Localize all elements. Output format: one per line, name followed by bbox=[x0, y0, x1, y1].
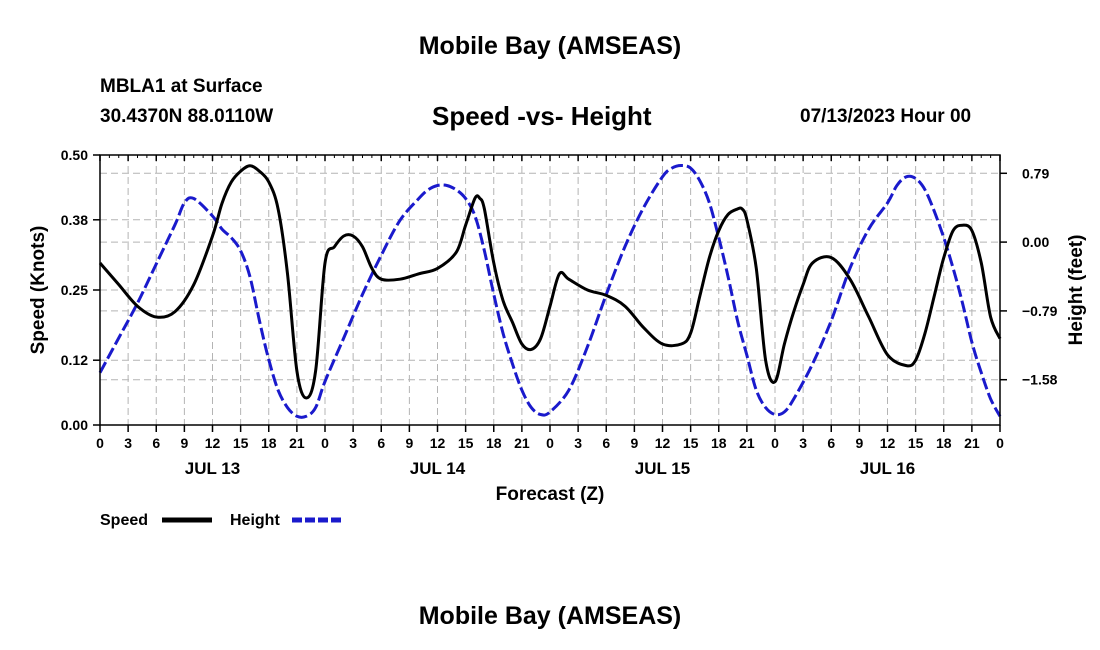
x-tick-label: 9 bbox=[630, 435, 638, 451]
axes: 0 3 6 9 12 15 18 21 0 3 6 9 12 15 18 21 0 3 6 9 12 15 18 21 0 3 6 9… bbox=[61, 147, 1058, 478]
x-tick-label: 21 bbox=[739, 435, 755, 451]
x-tick-label: 0 bbox=[771, 435, 779, 451]
series-layer bbox=[98, 164, 1002, 419]
y2-tick-label: −1.58 bbox=[1022, 372, 1058, 388]
x-tick-label: 12 bbox=[880, 435, 896, 451]
grid-lines bbox=[100, 155, 1000, 425]
x-tick-label: 0 bbox=[321, 435, 329, 451]
station-coordinates: 30.4370N 88.0110W bbox=[100, 106, 274, 127]
legend-label-speed: Speed bbox=[100, 512, 148, 529]
x-tick-label: 12 bbox=[430, 435, 446, 451]
forecast-datetime: 07/13/2023 Hour 00 bbox=[800, 106, 972, 127]
y-tick-label: 0.50 bbox=[61, 147, 88, 163]
x-tick-label: 6 bbox=[827, 435, 835, 451]
y-tick-label: 0.00 bbox=[61, 417, 88, 433]
x-day-label: JUL 16 bbox=[860, 459, 915, 478]
y2-tick-label: 0.79 bbox=[1022, 165, 1049, 181]
y2-tick-label: 0.00 bbox=[1022, 234, 1049, 250]
page-title-top: Mobile Bay (AMSEAS) bbox=[418, 32, 682, 60]
x-tick-label: 0 bbox=[546, 435, 554, 451]
x-tick-label: 6 bbox=[152, 435, 160, 451]
y-tick-label: 0.25 bbox=[61, 282, 88, 298]
x-tick-label: 15 bbox=[908, 435, 924, 451]
x-tick-label: 15 bbox=[233, 435, 249, 451]
x-day-label: JUL 15 bbox=[635, 459, 690, 478]
station-label: MBLA1 at Surface bbox=[100, 76, 263, 97]
y-axis-title-left: Speed (Knots) bbox=[28, 226, 49, 355]
x-tick-label: 3 bbox=[124, 435, 132, 451]
x-tick-label: 12 bbox=[205, 435, 221, 451]
x-tick-label: 0 bbox=[96, 435, 104, 451]
x-tick-label: 9 bbox=[405, 435, 413, 451]
y-tick-label: 0.12 bbox=[61, 352, 88, 368]
x-tick-label: 12 bbox=[655, 435, 671, 451]
x-tick-label: 6 bbox=[377, 435, 385, 451]
series-line-speed bbox=[98, 164, 1002, 400]
x-tick-label: 18 bbox=[711, 435, 727, 451]
x-tick-label: 0 bbox=[996, 435, 1004, 451]
chart-subtitle: Speed -vs- Height bbox=[432, 101, 652, 131]
y-tick-label: 0.38 bbox=[61, 212, 88, 228]
x-axis-title: Forecast (Z) bbox=[496, 484, 605, 505]
x-tick-label: 6 bbox=[602, 435, 610, 451]
x-tick-label: 21 bbox=[514, 435, 530, 451]
x-tick-label: 18 bbox=[261, 435, 277, 451]
x-tick-label: 15 bbox=[683, 435, 699, 451]
x-tick-label: 18 bbox=[936, 435, 952, 451]
legend-label-height: Height bbox=[230, 512, 280, 529]
x-tick-label: 3 bbox=[799, 435, 807, 451]
x-tick-label: 9 bbox=[855, 435, 863, 451]
page-title-bottom: Mobile Bay (AMSEAS) bbox=[418, 602, 682, 630]
x-day-label: JUL 13 bbox=[185, 459, 240, 478]
x-day-label: JUL 14 bbox=[410, 459, 466, 478]
x-tick-label: 21 bbox=[289, 435, 305, 451]
x-tick-label: 15 bbox=[458, 435, 474, 451]
x-tick-label: 21 bbox=[964, 435, 980, 451]
y-axis-title-right: Height (feet) bbox=[1066, 235, 1087, 346]
x-tick-label: 9 bbox=[180, 435, 188, 451]
series-line-height bbox=[98, 164, 1002, 419]
x-tick-label: 18 bbox=[486, 435, 502, 451]
x-tick-label: 3 bbox=[574, 435, 582, 451]
legend: Speed Height bbox=[100, 512, 342, 529]
y2-tick-label: −0.79 bbox=[1022, 303, 1058, 319]
x-tick-label: 3 bbox=[349, 435, 357, 451]
